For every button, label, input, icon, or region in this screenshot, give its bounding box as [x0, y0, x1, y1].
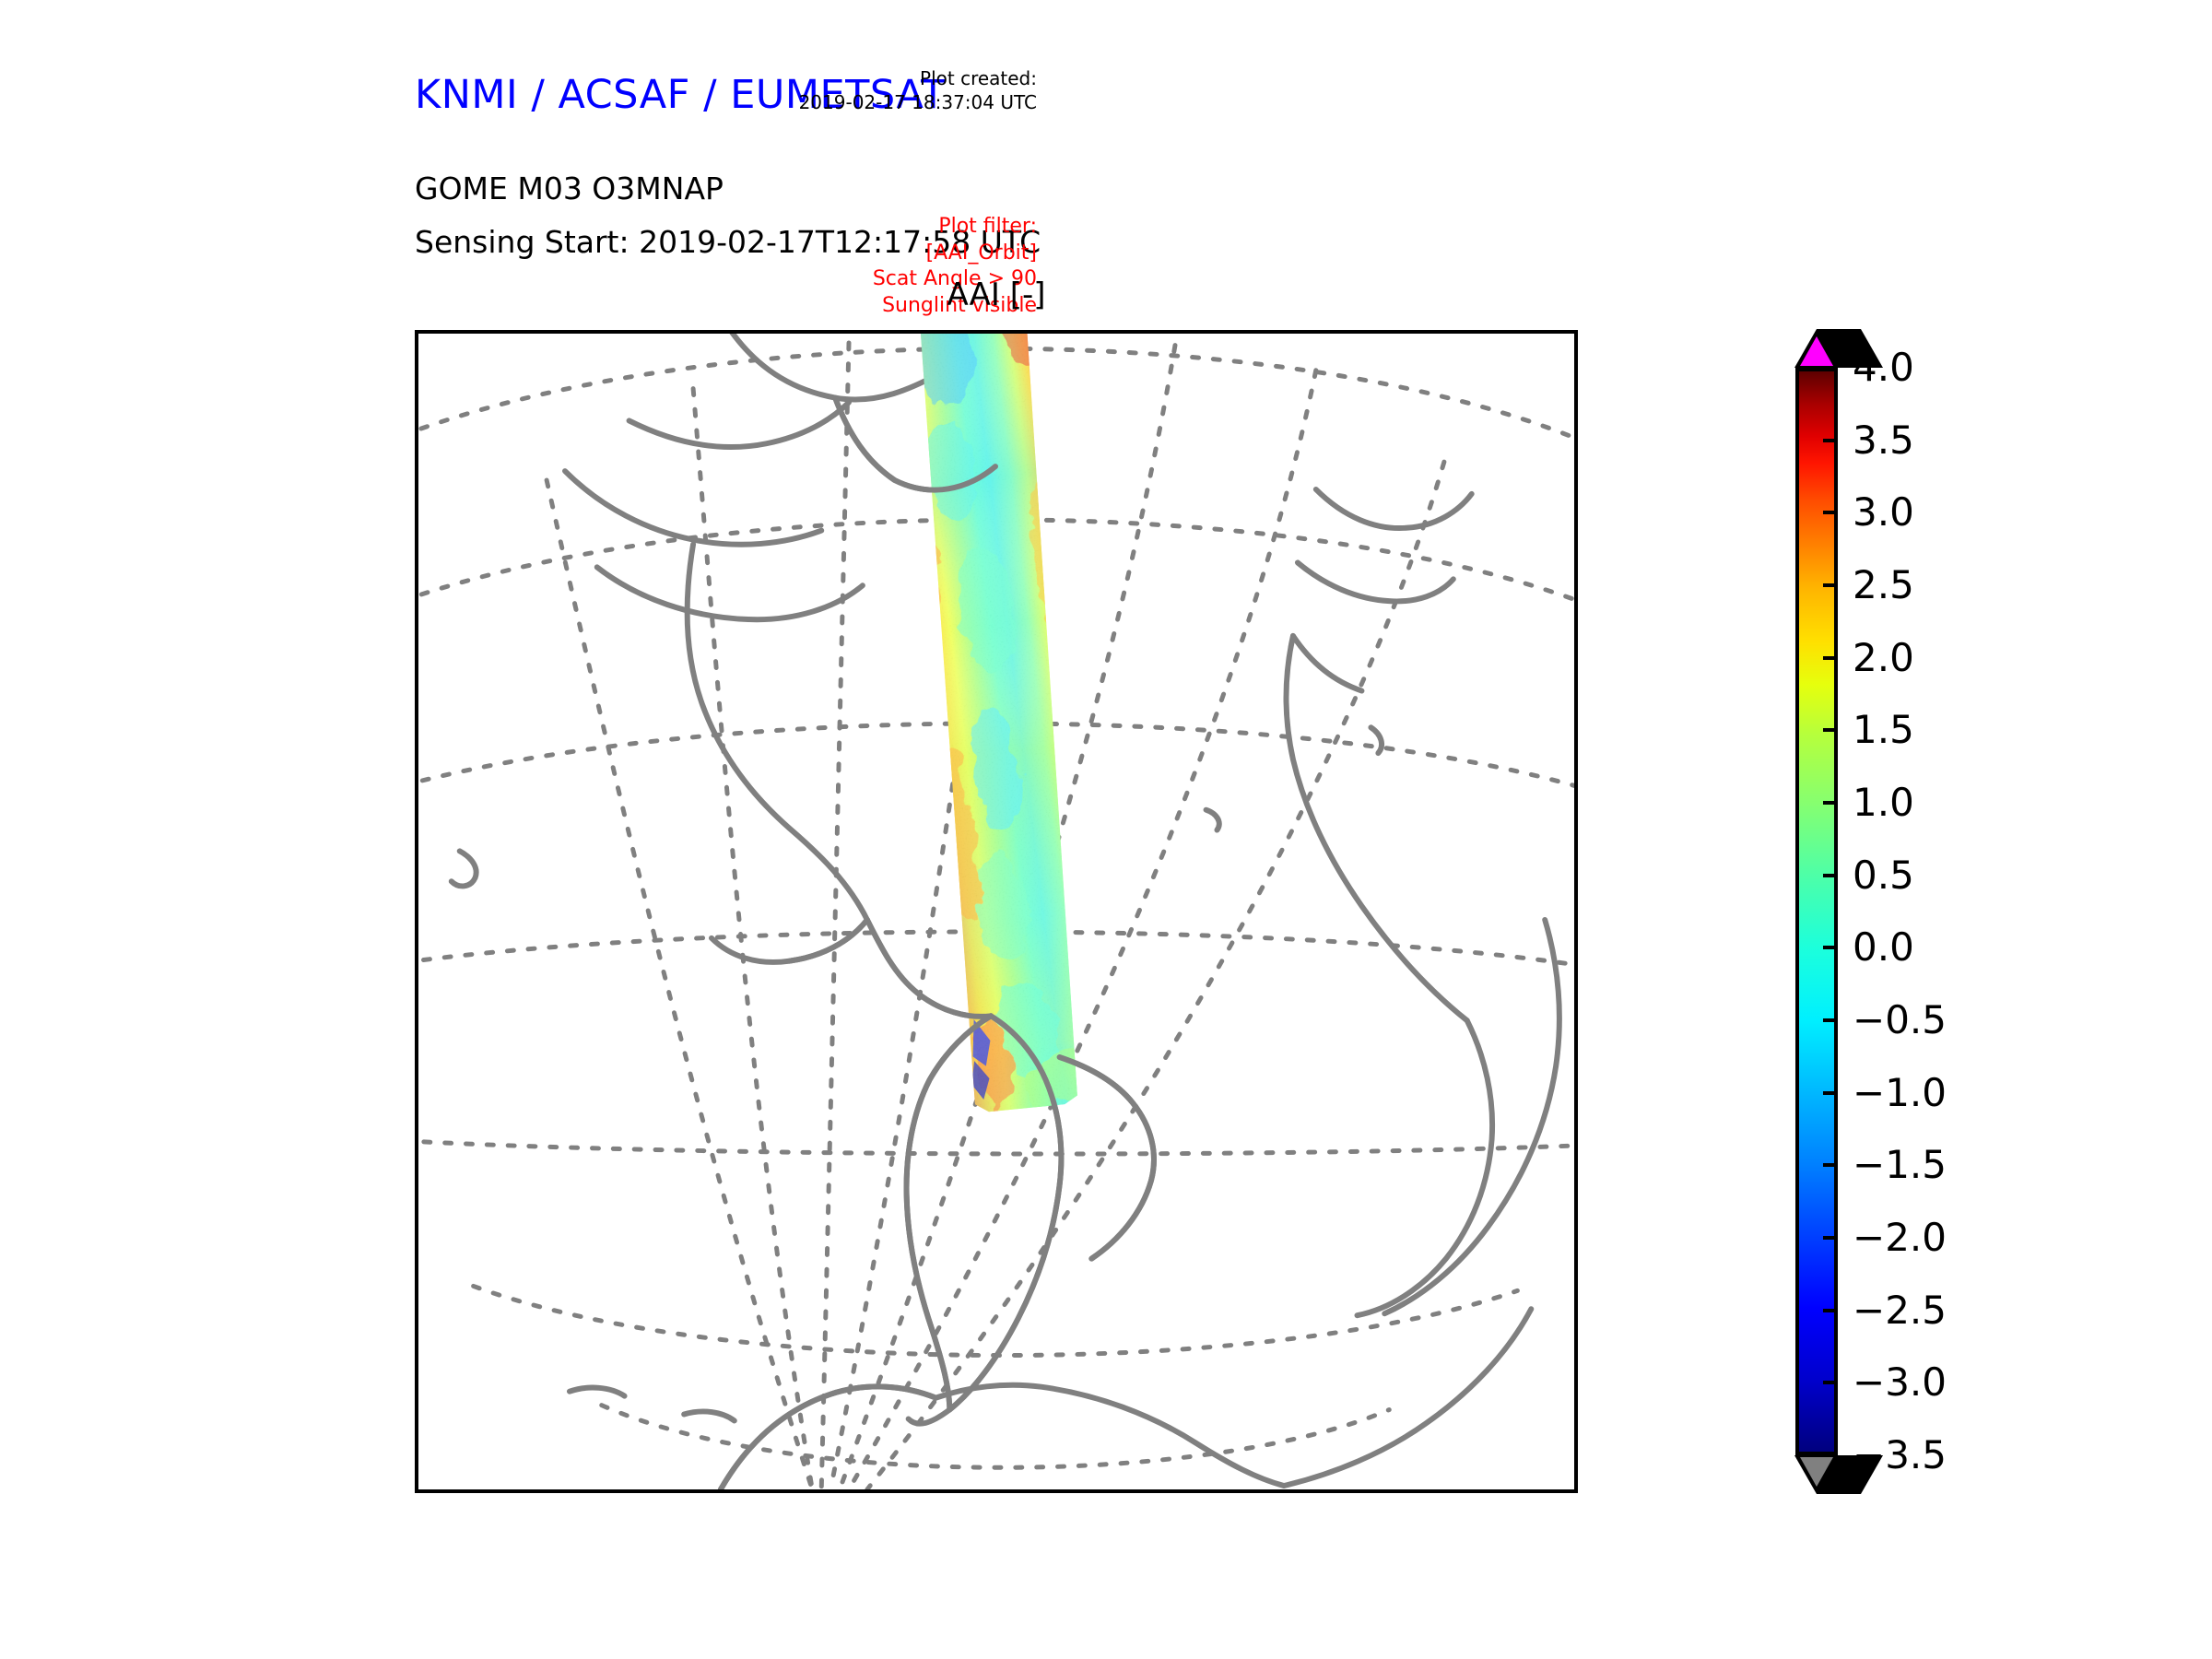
colorbar-tick-label: 2.5 [1853, 562, 1914, 607]
plot-created-label: Plot created: [920, 67, 1037, 89]
colorbar-tick [1823, 1090, 1838, 1095]
plot-filter-line-1: Scat Angle > 90 [872, 267, 1037, 291]
colorbar-gradient [1795, 368, 1838, 1455]
map-axes [415, 330, 1578, 1493]
colorbar-tick [1823, 946, 1838, 950]
colorbar-tick [1823, 1163, 1838, 1168]
coastlines-overlay [717, 394, 1157, 1489]
colorbar-tick-label: −2.5 [1853, 1287, 1947, 1333]
colorbar-tick [1823, 1453, 1838, 1457]
colorbar-tick [1823, 728, 1838, 733]
colorbar-tick [1823, 1308, 1838, 1312]
axes-title: AAI [-] [947, 276, 1046, 313]
colorbar-over-range-arrow [1794, 329, 1883, 368]
plot-filter-title: Plot filter: [938, 215, 1037, 238]
colorbar-tick-label: 4.0 [1853, 345, 1914, 390]
colorbar: 4.0 3.5 3.0 2.5 2.0 1.5 1.0 0.5 0.0 −0.5 −1.0 −1.5 −… [1794, 329, 1947, 1494]
orthographic-map [418, 334, 1574, 1489]
colorbar-tick-label: 1.0 [1853, 780, 1914, 825]
colorbar-tick-label: 0.5 [1853, 852, 1914, 898]
colorbar-tick-label: −2.0 [1853, 1215, 1947, 1260]
colorbar-tick [1823, 511, 1838, 515]
colorbar-tick-label: 3.0 [1853, 489, 1914, 535]
plot-created-timestamp: 2019-02-17 18:37:04 UTC [798, 90, 1037, 113]
instrument-line: GOME M03 O3MNAP [415, 171, 724, 206]
colorbar-tick [1823, 583, 1838, 587]
plot-filter-block: Plot filter: [AAI_Orbit] Scat Angle > 90… [724, 214, 1037, 319]
colorbar-tick-label: −3.5 [1853, 1432, 1947, 1477]
colorbar-tick-label: −0.5 [1853, 997, 1947, 1042]
colorbar-tick [1823, 366, 1838, 370]
colorbar-tick-label: −1.5 [1853, 1142, 1947, 1188]
organisations-title: KNMI / ACSAF / EUMETSAT [415, 72, 946, 118]
colorbar-under-range-arrow [1794, 1455, 1883, 1494]
colorbar-tick [1823, 438, 1838, 442]
plot-created-block: Plot created: 2019-02-17 18:37:04 UTC [760, 67, 1037, 114]
colorbar-tick-label: 3.5 [1853, 417, 1914, 463]
colorbar-tick [1823, 655, 1838, 660]
colorbar-tick [1823, 1236, 1838, 1240]
colorbar-tick [1823, 1381, 1838, 1385]
colorbar-tick-label: 0.0 [1853, 924, 1914, 971]
colorbar-tick [1823, 801, 1838, 805]
colorbar-tick [1823, 873, 1838, 877]
colorbar-tick-label: −1.0 [1853, 1069, 1947, 1115]
sensing-start-line: Sensing Start: 2019-02-17T12:17:58 UTC [415, 224, 1041, 260]
colorbar-tick [1823, 1018, 1838, 1022]
plot-filter-line-2: Sunglint visible [882, 293, 1037, 317]
colorbar-tick-label: 2.0 [1853, 634, 1914, 680]
colorbar-tick-label: 1.5 [1853, 707, 1914, 753]
colorbar-tick-label: −3.0 [1853, 1359, 1947, 1406]
plot-filter-line-0: [AAI_Orbit] [925, 241, 1037, 265]
